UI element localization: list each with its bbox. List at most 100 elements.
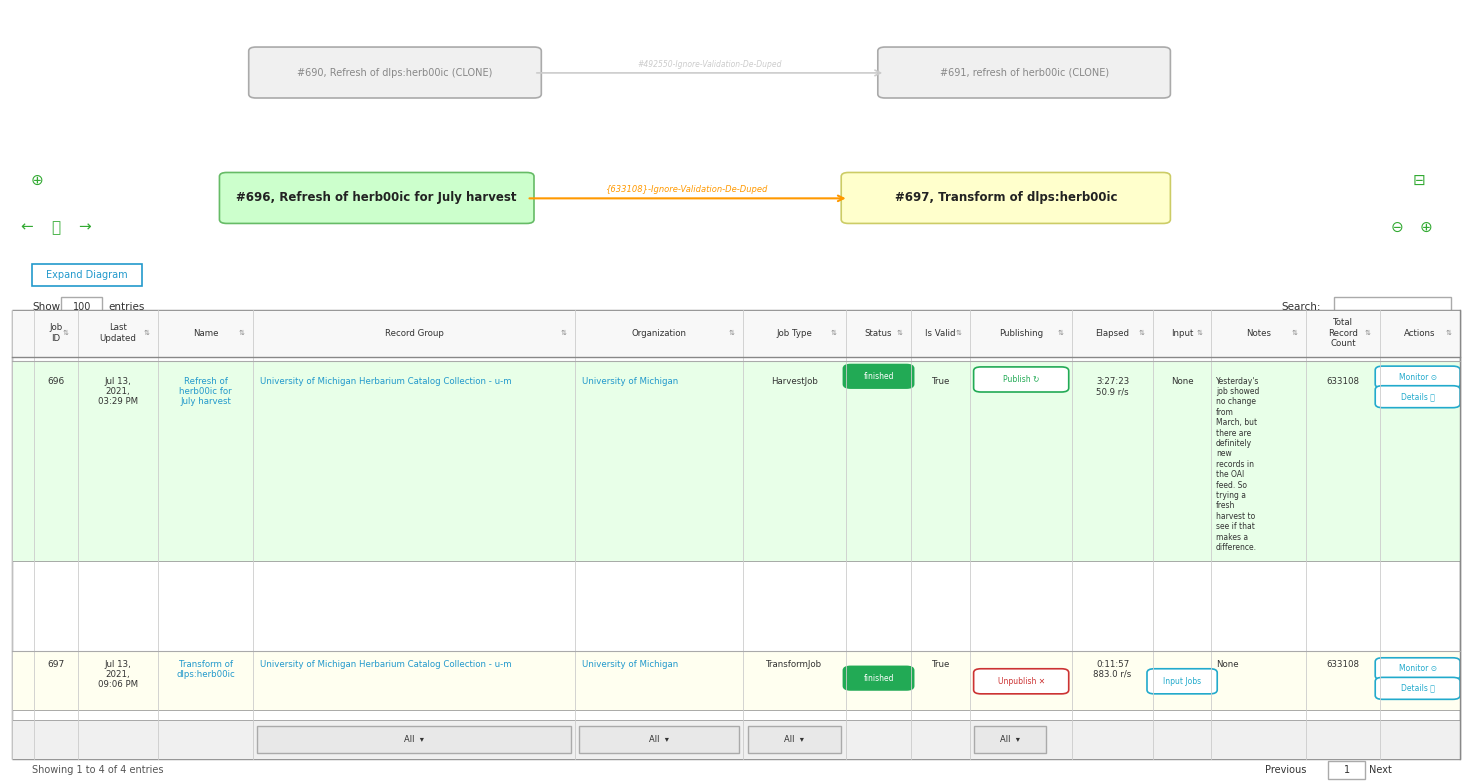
Text: Unpublish ✕: Unpublish ✕ (998, 677, 1045, 686)
Text: 633108: 633108 (1327, 659, 1359, 669)
Bar (12, 651, 1460, 710)
Text: Job
ID: Job ID (48, 324, 63, 343)
Text: HarvestJob: HarvestJob (771, 376, 818, 386)
Text: ⇅: ⇅ (238, 330, 244, 336)
Bar (12, 361, 1460, 561)
Text: Refresh of
herb00ic for
July harvest: Refresh of herb00ic for July harvest (180, 376, 231, 406)
Text: Details ⓘ: Details ⓘ (1400, 684, 1435, 693)
Text: Input Jobs: Input Jobs (1163, 677, 1201, 686)
Text: ⇅: ⇅ (143, 330, 149, 336)
Text: #691, refresh of herb00ic (CLONE): #691, refresh of herb00ic (CLONE) (939, 67, 1109, 78)
Text: All  ▾: All ▾ (1001, 735, 1020, 744)
FancyBboxPatch shape (841, 172, 1170, 223)
FancyBboxPatch shape (878, 47, 1170, 98)
FancyBboxPatch shape (249, 47, 541, 98)
Text: True: True (932, 376, 949, 386)
Text: Total
Record
Count: Total Record Count (1328, 318, 1358, 348)
Text: 0:11:57
883.0 r/s: 0:11:57 883.0 r/s (1093, 659, 1132, 679)
Text: Expand Diagram: Expand Diagram (47, 270, 127, 280)
Text: Record Group: Record Group (385, 328, 443, 338)
Text: ⇅: ⇅ (63, 330, 69, 336)
Text: University of Michigan Herbarium Catalog Collection - u-m: University of Michigan Herbarium Catalog… (260, 659, 512, 669)
Text: Next: Next (1369, 765, 1393, 775)
Bar (1328, 761, 1365, 779)
Text: Show: Show (32, 303, 60, 312)
FancyBboxPatch shape (1375, 658, 1460, 680)
Text: finished: finished (863, 673, 894, 683)
Bar (974, 726, 1046, 753)
Text: Name: Name (193, 328, 218, 338)
Text: ⊕: ⊕ (31, 172, 42, 188)
Text: Transform of
dlps:herb00ic: Transform of dlps:herb00ic (176, 659, 236, 679)
Text: ⇅: ⇅ (955, 330, 961, 336)
Bar (61, 297, 102, 317)
Text: ⇅: ⇅ (1058, 330, 1064, 336)
Text: 3:27:23
50.9 r/s: 3:27:23 50.9 r/s (1096, 376, 1129, 396)
Text: True: True (932, 659, 949, 669)
FancyBboxPatch shape (843, 365, 913, 388)
Text: {633108}-Ignore-Validation-De-Duped: {633108}-Ignore-Validation-De-Duped (607, 186, 768, 194)
Bar (12, 720, 1460, 759)
Text: 696: 696 (47, 376, 64, 386)
Text: 633108: 633108 (1327, 376, 1359, 386)
Text: All  ▾: All ▾ (650, 735, 669, 744)
Text: Last
Updated: Last Updated (99, 324, 136, 343)
Text: ⇅: ⇅ (1138, 330, 1144, 336)
FancyBboxPatch shape (974, 669, 1068, 694)
Text: Details ⓘ: Details ⓘ (1400, 392, 1435, 401)
FancyBboxPatch shape (974, 367, 1068, 392)
Text: Input: Input (1170, 328, 1194, 338)
Text: University of Michigan Herbarium Catalog Collection - u-m: University of Michigan Herbarium Catalog… (260, 376, 512, 386)
Text: 697: 697 (47, 659, 64, 669)
Text: All  ▾: All ▾ (784, 735, 805, 744)
Text: Publishing: Publishing (999, 328, 1043, 338)
Text: ⇅: ⇅ (1197, 330, 1203, 336)
Text: ⇅: ⇅ (831, 330, 837, 336)
Text: ⇅: ⇅ (1365, 330, 1371, 336)
Text: Showing 1 to 4 of 4 entries: Showing 1 to 4 of 4 entries (32, 765, 164, 775)
Text: Jul 13,
2021,
03:29 PM: Jul 13, 2021, 03:29 PM (98, 376, 138, 406)
Bar (1334, 297, 1451, 317)
Bar (12, 310, 1460, 357)
Text: ⓘ: ⓘ (51, 220, 60, 235)
Text: Job Type: Job Type (777, 328, 812, 338)
FancyBboxPatch shape (1375, 677, 1460, 699)
FancyBboxPatch shape (1375, 366, 1460, 388)
Text: University of Michigan: University of Michigan (582, 659, 679, 669)
Bar (32, 264, 142, 286)
Text: Monitor ⊙: Monitor ⊙ (1399, 372, 1437, 382)
Text: 100: 100 (73, 302, 91, 312)
Text: #690, Refresh of dlps:herb00ic (CLONE): #690, Refresh of dlps:herb00ic (CLONE) (297, 67, 493, 78)
Text: ⇅: ⇅ (1292, 330, 1298, 336)
Text: ⇅: ⇅ (729, 330, 734, 336)
Text: Elapsed: Elapsed (1096, 328, 1129, 338)
Text: ⇅: ⇅ (1445, 330, 1451, 336)
Text: University of Michigan: University of Michigan (582, 376, 679, 386)
Text: ⇅: ⇅ (560, 330, 566, 336)
Text: ←: ← (20, 220, 32, 235)
FancyBboxPatch shape (843, 666, 913, 690)
Text: TransformJob: TransformJob (767, 659, 822, 669)
Text: ⊟: ⊟ (1413, 172, 1425, 188)
Text: Yesterday's
job showed
no change
from
March, but
there are
definitely
new
record: Yesterday's job showed no change from Ma… (1216, 376, 1260, 552)
Text: All  ▾: All ▾ (404, 735, 424, 744)
Text: None: None (1216, 659, 1238, 669)
Text: #697, Transform of dlps:herb00ic: #697, Transform of dlps:herb00ic (894, 191, 1118, 205)
Text: Is Valid: Is Valid (926, 328, 955, 338)
Text: Previous: Previous (1265, 765, 1306, 775)
Text: Publish ↻: Publish ↻ (1004, 375, 1039, 384)
Bar (748, 726, 841, 753)
Bar (579, 726, 739, 753)
Text: Jul 13,
2021,
09:06 PM: Jul 13, 2021, 09:06 PM (98, 659, 138, 689)
Text: #696, Refresh of herb00ic for July harvest: #696, Refresh of herb00ic for July harve… (237, 191, 516, 205)
Text: entries: entries (108, 303, 145, 312)
Bar (12, 310, 1460, 759)
Text: Notes: Notes (1246, 328, 1271, 338)
Bar (257, 726, 571, 753)
FancyBboxPatch shape (219, 172, 534, 223)
Text: Organization: Organization (632, 328, 686, 338)
Text: ⊖: ⊖ (1391, 220, 1403, 235)
Text: finished: finished (863, 372, 894, 381)
Text: ⇅: ⇅ (897, 330, 903, 336)
Text: 1: 1 (1343, 765, 1350, 775)
